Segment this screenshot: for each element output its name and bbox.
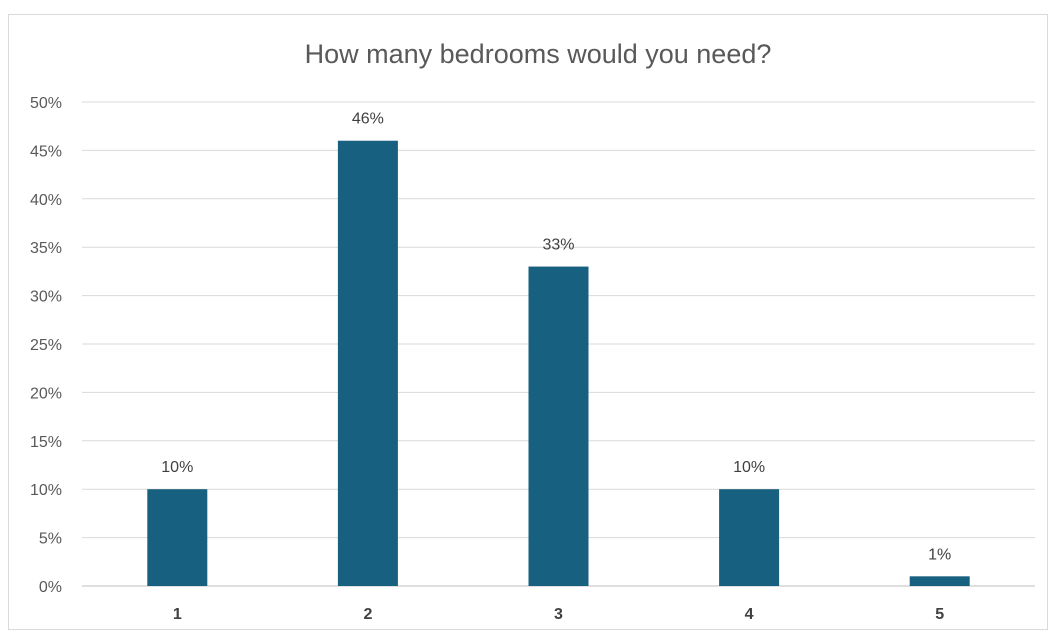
y-tick-label: 0% (39, 579, 62, 596)
y-tick-label: 10% (30, 482, 62, 499)
bar (528, 266, 589, 586)
y-tick-label: 50% (30, 95, 62, 112)
bar (147, 489, 208, 586)
y-tick-label: 20% (30, 385, 62, 402)
y-tick-label: 5% (39, 531, 62, 548)
data-label: 10% (161, 459, 193, 476)
x-tick-label: 2 (363, 606, 372, 623)
data-labels: 10% 46% 33% 10% 1% (161, 111, 951, 564)
bar (719, 489, 780, 586)
data-label: 10% (733, 459, 765, 476)
y-tick-label: 35% (30, 240, 62, 257)
chart-title: How many bedrooms would you need? (305, 39, 772, 69)
bar (909, 576, 970, 586)
y-tick-label: 45% (30, 143, 62, 160)
data-label: 46% (352, 111, 384, 128)
data-label: 33% (542, 237, 574, 254)
y-tick-label: 40% (30, 192, 62, 209)
x-tick-label: 5 (935, 606, 944, 623)
y-tick-label: 25% (30, 337, 62, 354)
x-tick-label: 4 (745, 606, 754, 623)
y-tick-label: 30% (30, 289, 62, 306)
data-label: 1% (928, 546, 951, 563)
bars (147, 140, 970, 586)
x-tick-label: 3 (554, 606, 563, 623)
y-axis-ticks: 0% 5% 10% 15% 20% 25% 30% 35% 40% 45% 50% (30, 95, 62, 596)
bar (337, 140, 398, 586)
gridlines (82, 101, 1035, 587)
x-tick-label: 1 (173, 606, 182, 623)
y-tick-label: 15% (30, 434, 62, 451)
x-axis-ticks: 1 2 3 4 5 (173, 606, 944, 623)
